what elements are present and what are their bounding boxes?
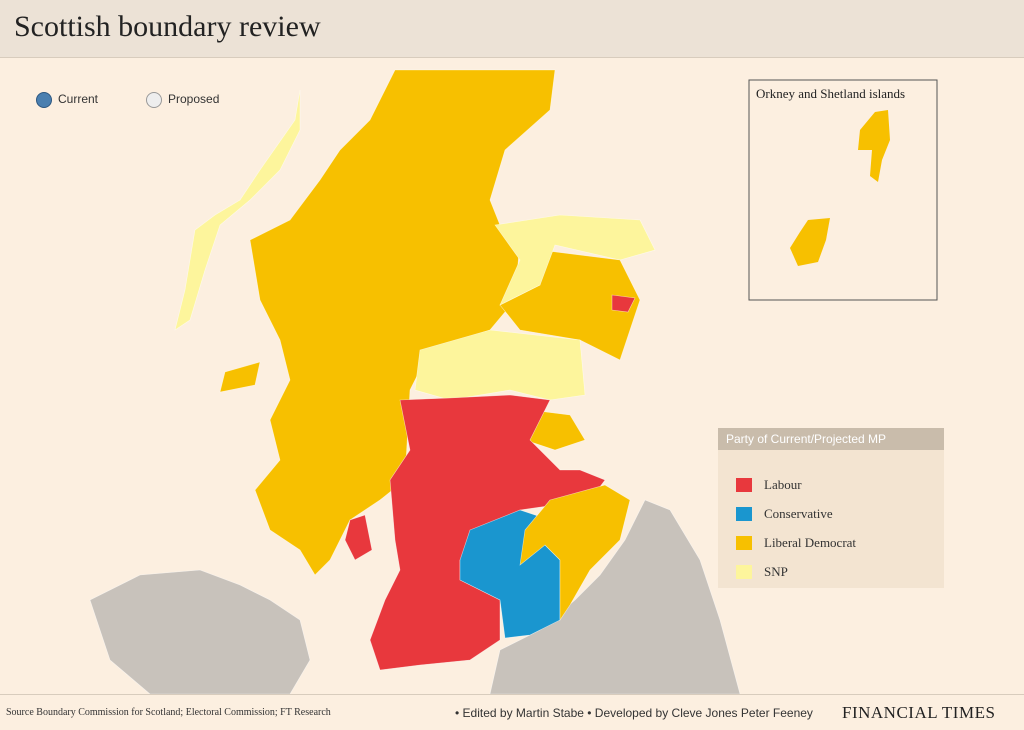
orkney: [790, 218, 830, 266]
legend-label: Liberal Democrat: [764, 535, 857, 550]
radio-proposed[interactable]: Proposed: [146, 92, 219, 108]
ne-snp: [494, 214, 656, 306]
legend-item: SNP: [736, 564, 788, 580]
header: Scottish boundary review: [0, 0, 1024, 58]
legend: Party of Current/Projected MP Labour Conse…: [718, 428, 944, 588]
legend-swatch: [736, 536, 752, 550]
inset-title: Orkney and Shetland islands: [756, 86, 906, 101]
legend-swatch: [736, 507, 752, 521]
arran: [344, 514, 373, 561]
aberdeen: [611, 294, 636, 313]
island: [219, 361, 261, 393]
radio-current[interactable]: Current: [36, 92, 98, 108]
legend-title: Party of Current/Projected MP: [718, 428, 944, 450]
legend-label: Labour: [764, 477, 802, 492]
western-isles: [174, 89, 301, 331]
borders: [519, 484, 631, 621]
source: Source Boundary Commission for Scotland;…: [6, 707, 331, 718]
brand: FINANCIAL TIMES: [842, 703, 996, 722]
legend-swatch: [736, 565, 752, 579]
title: Scottish boundary review: [14, 10, 321, 43]
northern-ireland: [89, 569, 311, 695]
highlands: [249, 69, 556, 576]
inset-frame: [748, 79, 938, 301]
radio-label: Proposed: [168, 92, 220, 107]
legend-label: SNP: [764, 564, 788, 579]
legend-item: Liberal Democrat: [736, 535, 857, 551]
legend-swatch: [736, 478, 752, 492]
radio-label: Current: [58, 92, 99, 107]
footer: Source Boundary Commission for Scotland;…: [0, 694, 1024, 730]
credits: • Edited by Martin Stabe • Developed by …: [455, 706, 813, 720]
legend-item: Labour: [736, 477, 802, 493]
shetland: [858, 110, 890, 182]
legend-item: Conservative: [736, 506, 833, 522]
legend-label: Conservative: [764, 506, 833, 521]
